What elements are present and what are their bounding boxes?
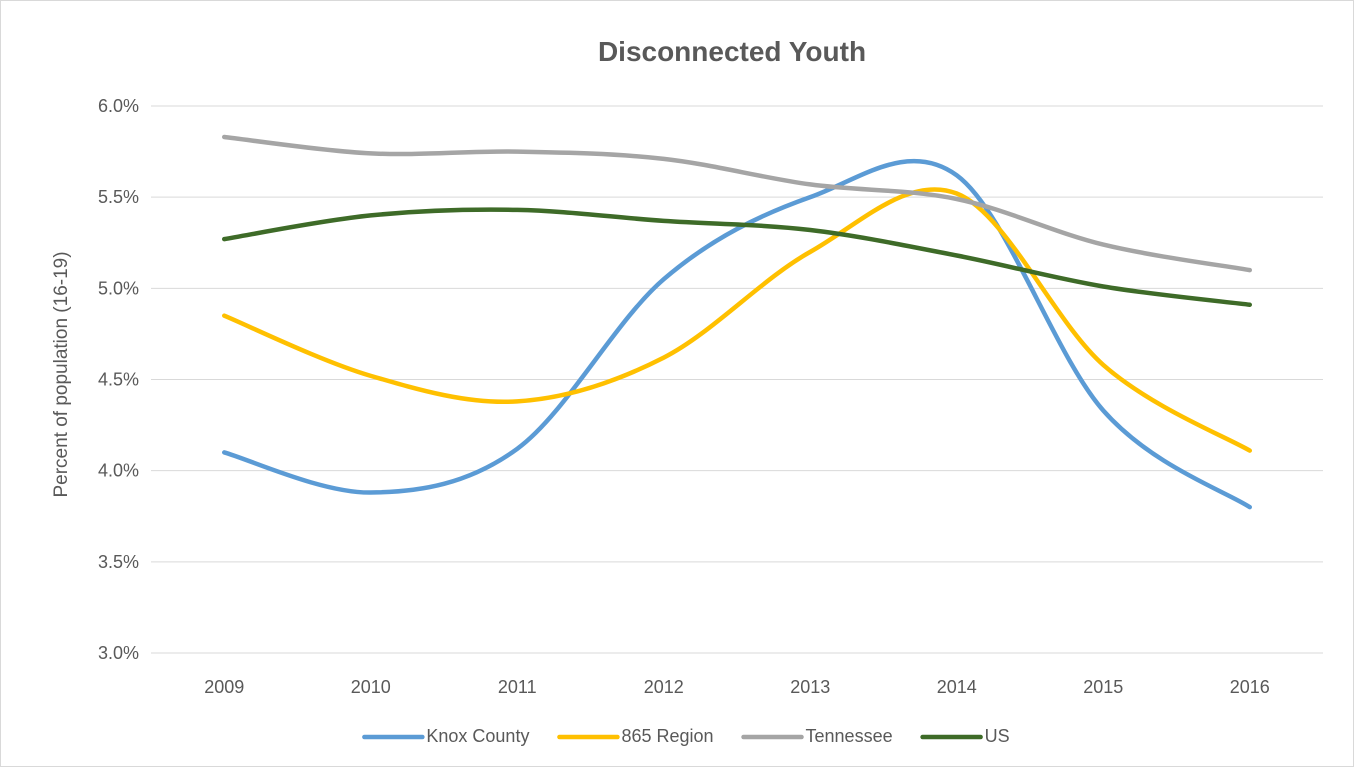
data-point-us [515,207,520,212]
y-tick-label: 3.0% [98,643,139,663]
x-tick-label: 2016 [1230,677,1270,697]
legend-label: Knox County [426,726,529,746]
data-point-us [222,237,227,242]
legend-item: US [920,726,1010,746]
series-line-865-region [222,187,1252,453]
data-point-knox-county [1101,408,1106,413]
y-tick-label: 5.5% [98,187,139,207]
data-point-us [368,213,373,218]
x-tick-label: 2014 [937,677,977,697]
y-tick-label: 3.5% [98,552,139,572]
series-lines [222,134,1252,510]
data-point-us [1101,284,1106,289]
data-point-us [661,218,666,223]
data-point-865-region [515,399,520,404]
data-point-us [808,227,813,232]
y-tick-label: 5.0% [98,278,139,298]
x-tick-label: 2015 [1083,677,1123,697]
data-point-865-region [1247,448,1252,453]
data-point-knox-county [222,450,227,455]
series-line-knox-county [222,158,1252,510]
x-tick-label: 2011 [498,677,537,697]
x-tick-label: 2009 [204,677,244,697]
data-point-knox-county [661,277,666,282]
y-tick-label: 6.0% [98,96,139,116]
data-point-tennessee [1101,242,1106,247]
x-tick-label: 2012 [644,677,684,697]
data-point-865-region [661,355,666,360]
x-tick-label: 2013 [790,677,830,697]
legend: Knox County 865 Region Tennessee US [362,726,1010,746]
data-point-knox-county [368,490,373,495]
x-tick-label: 2010 [351,677,391,697]
data-point-865-region [808,249,813,254]
data-point-865-region [954,191,959,196]
data-point-knox-county [808,195,813,200]
data-point-tennessee [222,134,227,139]
data-point-865-region [368,373,373,378]
series-line-us [222,207,1252,307]
legend-item: Tennessee [741,726,893,746]
y-axis-ticks: 3.0% 3.5% 4.0% 4.5% 5.0% 5.5% 6.0% [98,96,139,663]
legend-label: 865 Region [621,726,713,746]
x-axis-ticks: 2009 2010 2011 2012 2013 2014 2015 2016 [204,677,1270,697]
data-point-knox-county [1247,505,1252,510]
data-point-us [1247,302,1252,307]
legend-label: US [985,726,1010,746]
data-point-us [954,253,959,258]
data-point-tennessee [954,196,959,201]
gridlines [151,105,1323,654]
legend-item: Knox County [362,726,529,746]
data-point-knox-county [954,173,959,178]
y-tick-label: 4.5% [98,370,139,390]
y-axis-title: Percent of population (16-19) [51,251,72,497]
chart-title: Disconnected Youth [598,36,866,67]
series-line-tennessee [222,134,1252,273]
data-point-knox-county [515,446,520,451]
y-tick-label: 4.0% [98,461,139,481]
legend-item: 865 Region [557,726,714,746]
data-point-865-region [1101,362,1106,367]
data-point-tennessee [1247,268,1252,273]
data-point-tennessee [368,151,373,156]
data-point-865-region [222,313,227,318]
data-point-tennessee [808,182,813,187]
data-point-tennessee [515,149,520,154]
data-point-tennessee [661,156,666,161]
legend-label: Tennessee [806,726,893,746]
